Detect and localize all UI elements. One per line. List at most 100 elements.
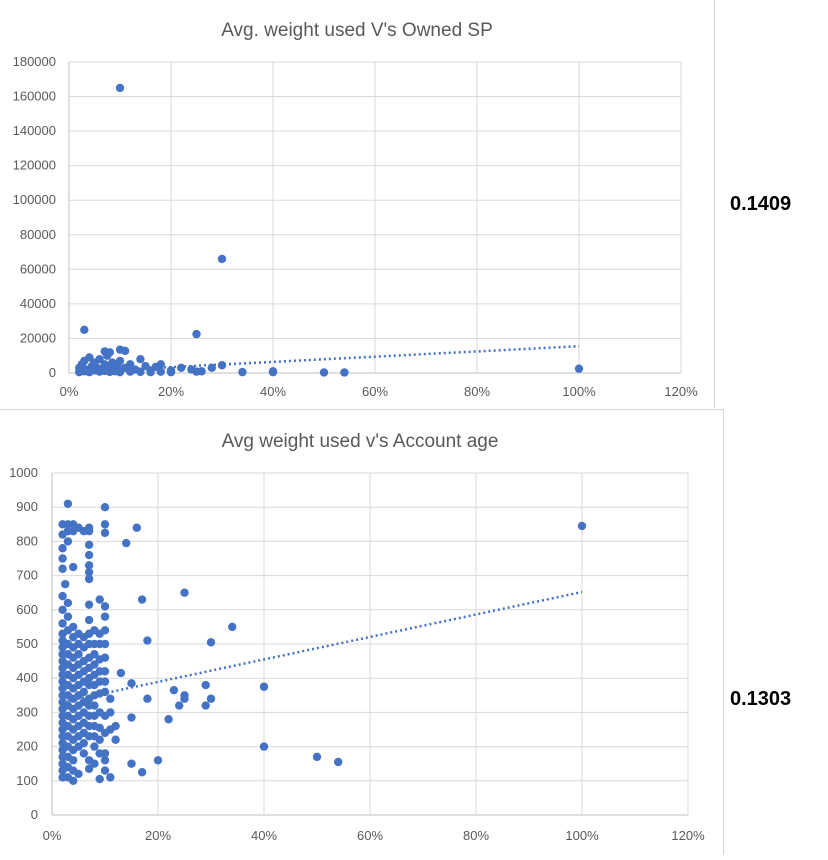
correlation-value-owned-sp: 0.1409 bbox=[730, 193, 792, 215]
data-point bbox=[90, 701, 99, 710]
data-point bbox=[238, 367, 247, 377]
data-point bbox=[84, 764, 94, 774]
data-point bbox=[100, 503, 110, 512]
data-point bbox=[136, 367, 145, 377]
data-point bbox=[127, 679, 136, 688]
data-point bbox=[95, 354, 104, 364]
chart-panel-owned-sp: Avg. weight used V's Owned SP 0 20000 40000… bbox=[0, 0, 714, 408]
data-point bbox=[180, 691, 189, 700]
data-point bbox=[63, 612, 73, 621]
data-point bbox=[69, 562, 78, 572]
data-point bbox=[90, 742, 99, 751]
panel-divider bbox=[0, 409, 724, 410]
x-tick-label: 100% bbox=[565, 828, 599, 843]
y-tick-label: 80000 bbox=[20, 227, 56, 242]
x-tick-label: 100% bbox=[562, 384, 596, 399]
data-point bbox=[126, 367, 135, 376]
y-tick-label: 0 bbox=[49, 365, 56, 380]
scatter-chart-owned-sp: Avg. weight used V's Owned SP 0 20000 40000… bbox=[13, 20, 698, 399]
data-point bbox=[259, 682, 269, 691]
x-tick-label: 20% bbox=[145, 828, 171, 843]
correlation-value-account-age: 0.1303 bbox=[730, 688, 792, 710]
data-point bbox=[136, 354, 145, 364]
data-point bbox=[137, 595, 147, 604]
data-point bbox=[84, 540, 94, 550]
data-point bbox=[122, 538, 131, 548]
data-point bbox=[217, 361, 227, 370]
data-point bbox=[90, 660, 99, 669]
data-point bbox=[100, 749, 110, 758]
data-point bbox=[69, 756, 78, 765]
data-point bbox=[84, 550, 94, 560]
data-point bbox=[156, 360, 165, 369]
y-tick-label: 120000 bbox=[13, 158, 56, 173]
y-tick-label: 160000 bbox=[13, 89, 56, 104]
y-tick-label: 600 bbox=[16, 602, 38, 617]
chart-panel-account-age: Avg weight used v's Account age 0 100 200 30… bbox=[0, 410, 722, 855]
data-point bbox=[100, 528, 110, 538]
y-tick-label: 900 bbox=[16, 499, 38, 514]
data-point bbox=[84, 526, 94, 536]
data-point bbox=[111, 735, 120, 744]
data-point bbox=[192, 329, 201, 339]
y-tick-label: 500 bbox=[16, 636, 38, 651]
x-tick-label: 120% bbox=[671, 828, 705, 843]
trendline bbox=[62, 590, 583, 704]
data-point bbox=[58, 544, 67, 553]
data-point bbox=[319, 368, 329, 377]
data-point bbox=[58, 591, 67, 601]
data-point bbox=[79, 749, 89, 758]
trendline bbox=[79, 344, 580, 374]
y-tick-label: 20000 bbox=[20, 330, 56, 345]
data-point bbox=[268, 367, 278, 377]
data-point bbox=[156, 367, 165, 376]
data-point bbox=[340, 368, 349, 377]
data-point bbox=[115, 367, 125, 377]
data-point bbox=[127, 713, 136, 722]
data-point bbox=[95, 735, 104, 744]
data-point bbox=[175, 701, 184, 710]
data-point bbox=[100, 766, 110, 775]
data-point bbox=[180, 588, 189, 597]
data-point bbox=[100, 520, 110, 529]
data-point bbox=[90, 759, 99, 768]
x-tick-label: 40% bbox=[260, 384, 286, 399]
data-point bbox=[100, 653, 110, 662]
data-point bbox=[259, 742, 269, 751]
data-point bbox=[80, 325, 89, 335]
chart-title: Avg weight used v's Account age bbox=[222, 431, 499, 452]
data-point bbox=[334, 757, 343, 767]
data-point bbox=[100, 667, 110, 676]
data-point bbox=[79, 687, 89, 697]
data-point bbox=[146, 367, 155, 377]
panel-divider bbox=[723, 410, 724, 855]
y-tick-label: 60000 bbox=[20, 261, 56, 276]
y-tick-label: 100000 bbox=[13, 192, 56, 207]
y-tick-label: 800 bbox=[16, 533, 38, 548]
data-point bbox=[69, 622, 78, 632]
data-point bbox=[103, 351, 112, 360]
data-point bbox=[95, 595, 104, 604]
y-tick-label: 100 bbox=[16, 773, 38, 788]
x-tick-label: 20% bbox=[158, 384, 184, 399]
data-point bbox=[143, 636, 152, 645]
data-point bbox=[217, 254, 227, 264]
data-point bbox=[206, 694, 216, 703]
y-tick-label: 200 bbox=[16, 739, 38, 754]
data-point bbox=[58, 564, 67, 573]
data-point bbox=[84, 567, 94, 577]
y-tick-label: 700 bbox=[16, 568, 38, 583]
data-point bbox=[126, 360, 135, 369]
data-point bbox=[137, 768, 147, 777]
data-point bbox=[74, 650, 83, 659]
data-point bbox=[106, 773, 115, 782]
data-point bbox=[95, 774, 104, 784]
scatter-chart-account-age: Avg weight used v's Account age 0 100 200 30… bbox=[9, 431, 705, 843]
y-tick-label: 40000 bbox=[20, 296, 56, 311]
data-point bbox=[201, 701, 210, 710]
data-point bbox=[192, 367, 201, 376]
y-tick-label: 300 bbox=[16, 704, 38, 719]
data-point bbox=[63, 598, 73, 608]
data-point bbox=[69, 776, 78, 785]
data-point bbox=[58, 619, 67, 628]
